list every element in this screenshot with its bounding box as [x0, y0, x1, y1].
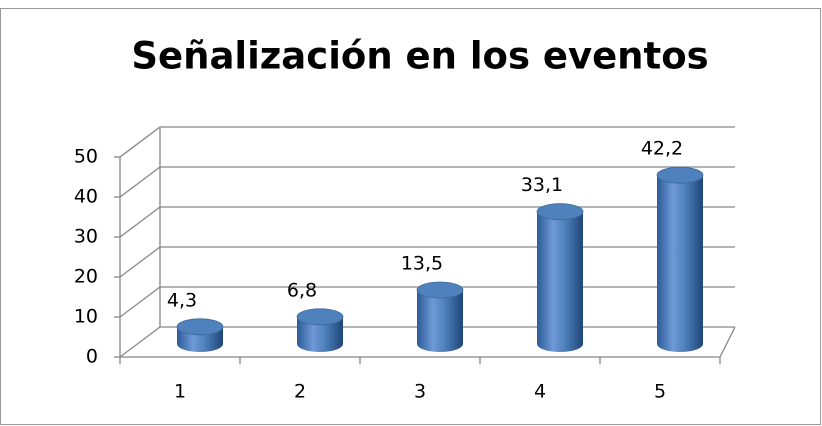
grid-line [119, 166, 735, 198]
bar-top [296, 308, 344, 326]
value-label: 13,5 [401, 253, 443, 275]
y-tick-label: 40 [74, 186, 98, 208]
bar [297, 316, 343, 352]
y-tick-label: 50 [74, 146, 98, 168]
x-tick-label: 3 [414, 381, 426, 403]
bar [657, 175, 703, 352]
x-tick-label: 1 [174, 381, 186, 403]
y-tick-label: 30 [74, 226, 98, 248]
bar-top [536, 203, 584, 221]
y-tick-label: 10 [74, 306, 98, 328]
value-label: 42,2 [641, 138, 683, 160]
bar-top [416, 281, 464, 299]
value-label: 6,8 [287, 279, 317, 301]
chart-title: Señalización en los eventos [131, 35, 708, 78]
value-label: 33,1 [521, 174, 563, 196]
x-tick-label: 4 [534, 381, 546, 403]
x-tick-label: 5 [654, 381, 666, 403]
bar-top [656, 166, 704, 184]
y-tick-label: 20 [74, 266, 98, 288]
chart-border [0, 8, 821, 425]
bar [417, 290, 463, 352]
y-tick-label: 0 [86, 346, 98, 368]
grid-line [119, 206, 735, 238]
value-label: 4,3 [167, 289, 197, 311]
grid-line [119, 126, 735, 158]
bar [537, 211, 583, 352]
bar-top [176, 318, 224, 336]
x-tick-label: 2 [294, 381, 306, 403]
